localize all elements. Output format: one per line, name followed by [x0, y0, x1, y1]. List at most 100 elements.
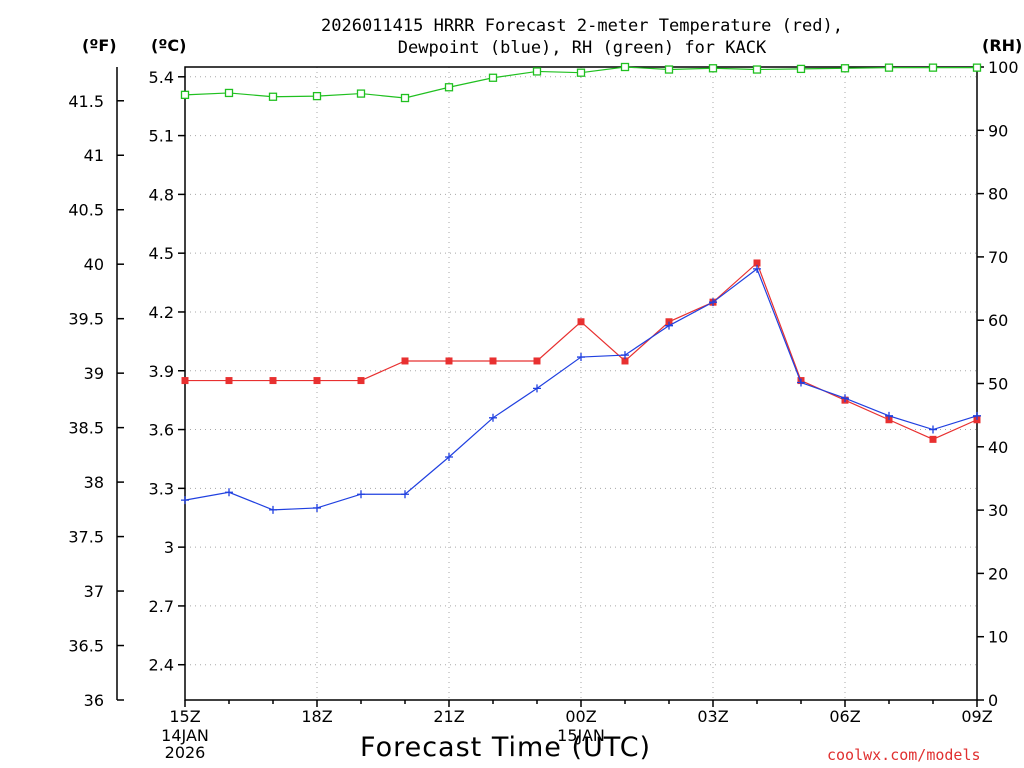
- series-marker-rh: [884, 63, 894, 72]
- credit-text: coolwx.com/models: [827, 746, 981, 764]
- y-tick-label-fahrenheit: 40: [84, 255, 104, 274]
- series-marker-dewpoint: [313, 503, 321, 512]
- grid-lines: [185, 67, 977, 700]
- series-marker-rh: [620, 62, 630, 72]
- series-marker-temperature: [401, 357, 409, 365]
- y-tick-label-celsius: 4.5: [149, 244, 174, 263]
- y-tick-label-fahrenheit: 36: [84, 691, 104, 710]
- y-tick-label-rh: 50: [988, 375, 1008, 394]
- unit-label-rh: (RH): [982, 36, 1023, 55]
- series-marker-dewpoint: [621, 351, 629, 360]
- series-marker-temperature: [313, 377, 321, 385]
- x-tick-label: 21Z: [433, 707, 464, 726]
- series-marker-dewpoint: [533, 384, 541, 393]
- series-marker-temperature: [225, 377, 233, 385]
- series-marker-temperature: [489, 357, 497, 365]
- x-axis-label: Forecast Time (UTC): [360, 732, 652, 763]
- y-tick-label-celsius: 2.4: [149, 656, 174, 675]
- series-marker-dewpoint: [929, 425, 937, 434]
- series-marker-rh: [664, 65, 674, 74]
- series-marker-temperature: [533, 357, 541, 365]
- series-marker-temperature: [577, 318, 585, 326]
- y-tick-label-fahrenheit: 36.5: [68, 637, 104, 656]
- series-marker-rh: [752, 65, 762, 74]
- series-marker-temperature: [269, 377, 277, 385]
- plot-frame: [184, 66, 978, 701]
- series-marker-rh: [796, 64, 806, 74]
- y-tick-label-celsius: 3.3: [149, 479, 174, 498]
- y-tick-label-celsius: 4.8: [149, 185, 174, 204]
- series-marker-dewpoint: [269, 505, 277, 514]
- series-marker-dewpoint: [401, 490, 409, 499]
- y-tick-label-fahrenheit: 38.5: [68, 419, 104, 438]
- chart-title-line-2: Dewpoint (blue), RH (green) for KACK: [397, 38, 767, 58]
- series-marker-dewpoint: [357, 490, 365, 499]
- chart-title-line-1: 2026011415 HRRR Forecast 2-meter Tempera…: [321, 16, 843, 36]
- series-marker-dewpoint: [885, 411, 893, 420]
- series-marker-rh: [708, 64, 718, 73]
- y-tick-label-rh: 70: [988, 248, 1008, 267]
- series-marker-temperature: [929, 435, 937, 443]
- series-marker-temperature: [445, 357, 453, 365]
- series-marker-rh: [840, 64, 850, 73]
- y-tick-label-rh: 80: [988, 185, 1008, 204]
- series-marker-rh: [576, 68, 586, 77]
- series-marker-rh: [312, 91, 322, 101]
- series-marker-temperature: [181, 377, 189, 385]
- axes: [116, 66, 984, 707]
- y-tick-label-rh: 100: [988, 58, 1019, 77]
- series-marker-dewpoint: [973, 411, 981, 420]
- series-marker-rh: [488, 73, 498, 82]
- x-tick-sublabel: 15JAN: [557, 726, 605, 745]
- x-tick-sublabel: 14JAN: [161, 726, 209, 745]
- series-marker-dewpoint: [841, 394, 849, 403]
- series-marker-dewpoint: [665, 321, 673, 330]
- y-tick-label-fahrenheit: 41: [84, 146, 104, 165]
- series-marker-rh: [356, 89, 366, 98]
- y-tick-label-rh: 40: [988, 438, 1008, 457]
- series-marker-dewpoint: [225, 488, 233, 497]
- y-tick-label-fahrenheit: 39.5: [68, 310, 104, 329]
- series-marker-rh: [444, 83, 454, 92]
- y-tick-label-rh: 0: [988, 691, 998, 710]
- y-tick-label-celsius: 3.9: [149, 362, 174, 381]
- series-marker-dewpoint: [489, 413, 497, 422]
- x-tick-label: 09Z: [961, 707, 992, 726]
- series-marker-rh: [224, 88, 234, 98]
- tick-labels: 36 36.5 37 37.5 38 38.5 39 39.5 40 40.5 41 41.5 2.4 2…: [68, 58, 1018, 762]
- series-marker-rh: [928, 63, 938, 72]
- series-marker-rh: [268, 92, 278, 101]
- x-tick-label: 06Z: [829, 707, 860, 726]
- y-tick-label-rh: 10: [988, 628, 1008, 647]
- series-marker-dewpoint: [797, 378, 805, 387]
- series-marker-temperature: [621, 357, 629, 365]
- x-tick-label: 18Z: [301, 707, 332, 726]
- y-tick-label-celsius: 3: [164, 538, 174, 557]
- series-marker-temperature: [357, 377, 365, 385]
- y-tick-label-rh: 30: [988, 501, 1008, 520]
- y-tick-label-celsius: 3.6: [149, 421, 174, 440]
- y-tick-label-fahrenheit: 37.5: [68, 528, 104, 547]
- series-layer: [180, 62, 982, 514]
- series-marker-dewpoint: [753, 264, 761, 273]
- y-tick-label-rh: 20: [988, 564, 1008, 583]
- unit-label-celsius: (ºC): [151, 36, 187, 55]
- y-tick-label-celsius: 4.2: [149, 303, 174, 322]
- y-tick-label-fahrenheit: 41.5: [68, 92, 104, 111]
- series-marker-dewpoint: [181, 496, 189, 505]
- series-marker-rh: [532, 67, 542, 76]
- series-marker-rh: [972, 63, 982, 72]
- y-tick-label-rh: 60: [988, 311, 1008, 330]
- series-marker-rh: [180, 90, 190, 100]
- y-tick-label-celsius: 2.7: [149, 597, 174, 616]
- y-tick-label-fahrenheit: 37: [84, 582, 104, 601]
- y-tick-label-fahrenheit: 40.5: [68, 201, 104, 220]
- y-tick-label-fahrenheit: 39: [84, 364, 104, 383]
- x-tick-label: 15Z: [169, 707, 200, 726]
- x-tick-label: 00Z: [565, 707, 596, 726]
- series-marker-dewpoint: [445, 452, 453, 461]
- series-marker-dewpoint: [709, 298, 717, 307]
- x-tick-label: 03Z: [697, 707, 728, 726]
- y-tick-label-celsius: 5.1: [149, 127, 174, 146]
